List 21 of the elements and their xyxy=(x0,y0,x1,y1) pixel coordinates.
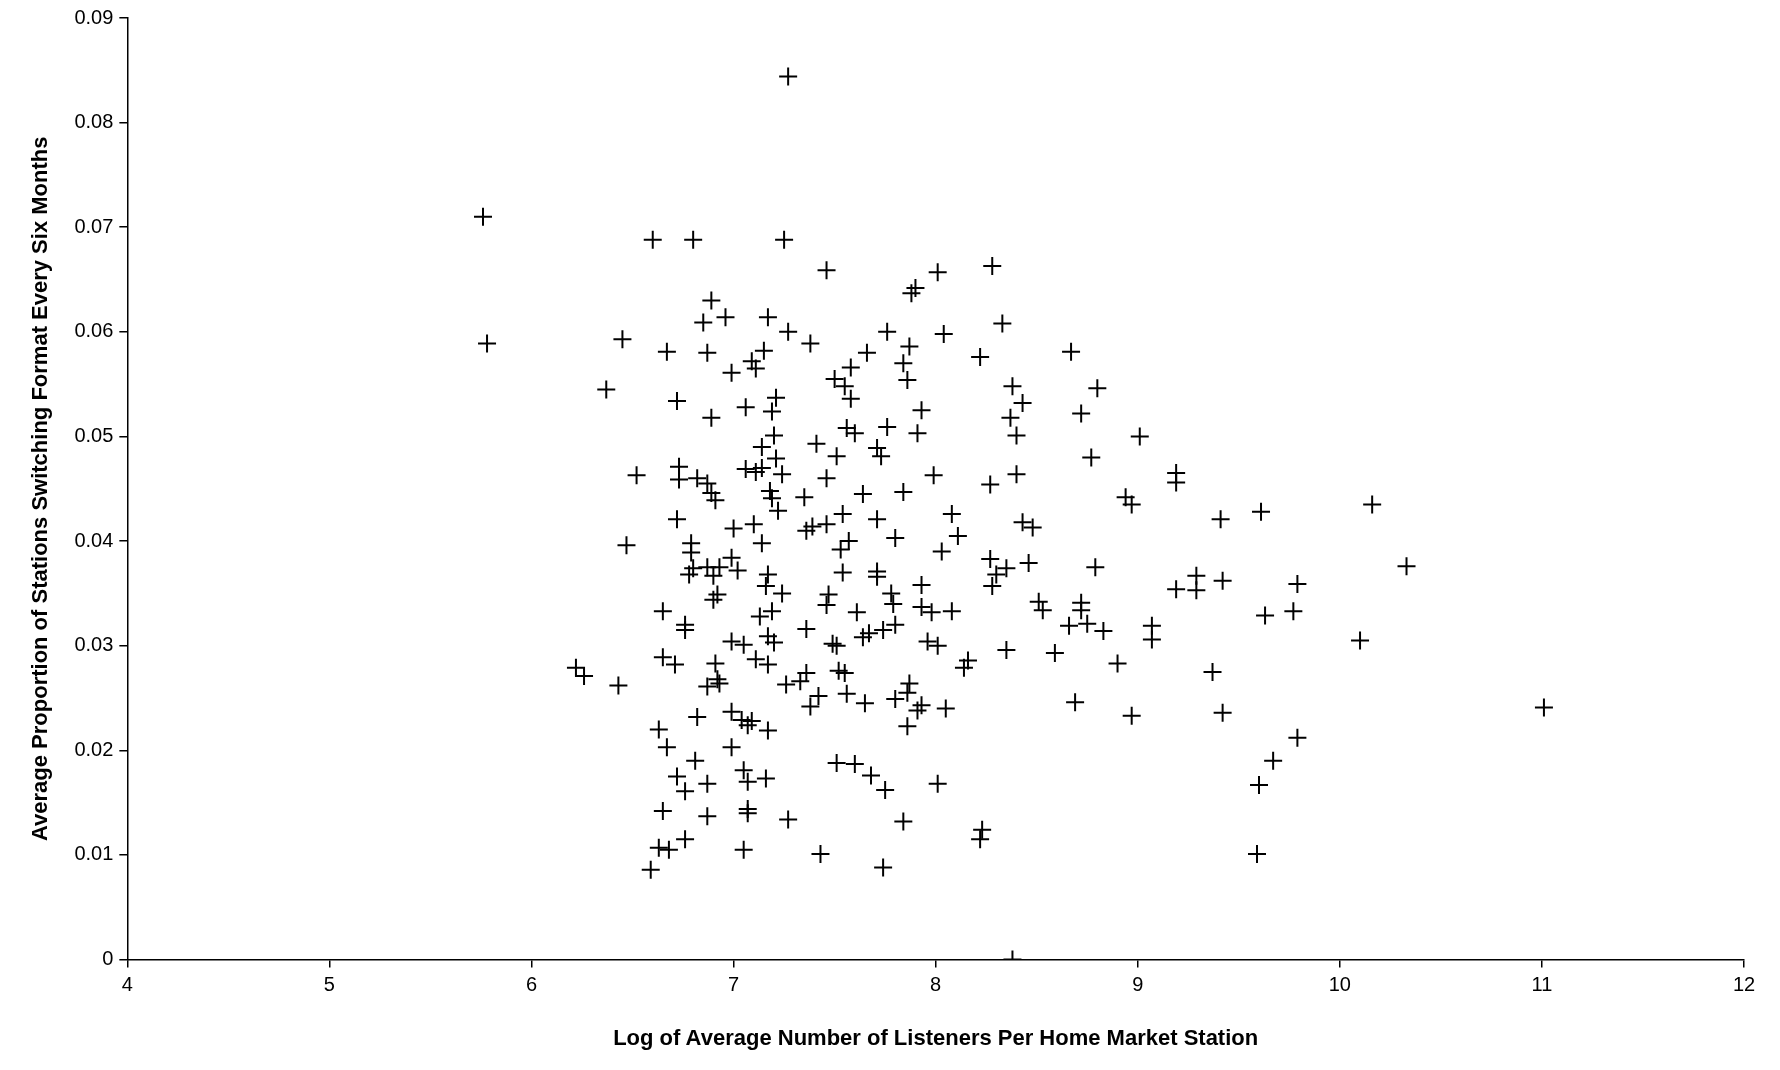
x-axis-title: Log of Average Number of Listeners Per Home Market Station xyxy=(613,1024,1259,1050)
x-tick-label: 4 xyxy=(121,973,133,996)
x-tick-label: 8 xyxy=(930,973,942,996)
y-tick-label: 0.04 xyxy=(74,528,114,551)
y-tick-label: 0.06 xyxy=(74,319,114,342)
y-tick-label: 0.03 xyxy=(74,633,114,656)
y-tick-label: 0.07 xyxy=(74,214,114,237)
y-tick-label: 0.05 xyxy=(74,424,114,446)
x-tick-label: 6 xyxy=(525,973,538,996)
x-tick-label: 10 xyxy=(1328,973,1351,996)
y-tick-label: 0.08 xyxy=(74,110,114,133)
y-tick-label: 0.02 xyxy=(74,737,114,760)
x-tick-label: 5 xyxy=(323,973,335,996)
x-tick-label: 11 xyxy=(1531,973,1553,996)
y-tick-label: 0 xyxy=(102,947,114,970)
x-tick-label: 9 xyxy=(1132,973,1144,996)
y-tick-label: 0.09 xyxy=(74,5,114,28)
y-axis-title: Average Proportion of Stations Switching Format Every Six Months xyxy=(27,136,53,842)
x-tick-label: 7 xyxy=(728,973,740,996)
x-tick-label: 12 xyxy=(1732,973,1756,996)
y-tick-label: 0.01 xyxy=(74,842,114,865)
